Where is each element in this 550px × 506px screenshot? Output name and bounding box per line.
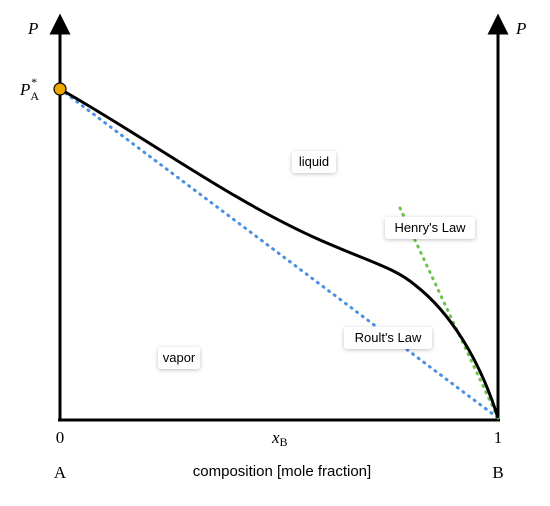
- component-a: A: [54, 463, 67, 482]
- symbol: x: [271, 428, 280, 447]
- x-axis-title: composition [mole fraction]: [193, 463, 371, 480]
- symbol: P: [19, 80, 30, 99]
- x-start: 0: [56, 428, 65, 447]
- x-variable: xB: [271, 428, 288, 449]
- pressure-curve: [59, 87, 500, 419]
- left-axis-label: P: [27, 19, 38, 38]
- henry-line: [398, 206, 500, 420]
- liquid-label: liquid: [299, 154, 329, 169]
- raoult-label: Roult's Law: [355, 330, 422, 345]
- component-b: B: [492, 463, 503, 482]
- label-box: [292, 151, 336, 173]
- vapor-label: vapor: [163, 350, 196, 365]
- pure-pressure-label: PA*: [19, 75, 39, 103]
- superscript: *: [31, 75, 37, 89]
- label-box: [158, 347, 200, 369]
- subscript: B: [280, 435, 288, 449]
- pure-a-point: [53, 82, 67, 96]
- x-end: 1: [494, 428, 503, 447]
- raoult-line: [58, 87, 500, 420]
- right-axis-label: P: [515, 19, 526, 38]
- henry-label: Henry's Law: [394, 220, 466, 235]
- subscript: A: [30, 89, 39, 103]
- label-box: [385, 217, 475, 239]
- label-box: [344, 327, 432, 349]
